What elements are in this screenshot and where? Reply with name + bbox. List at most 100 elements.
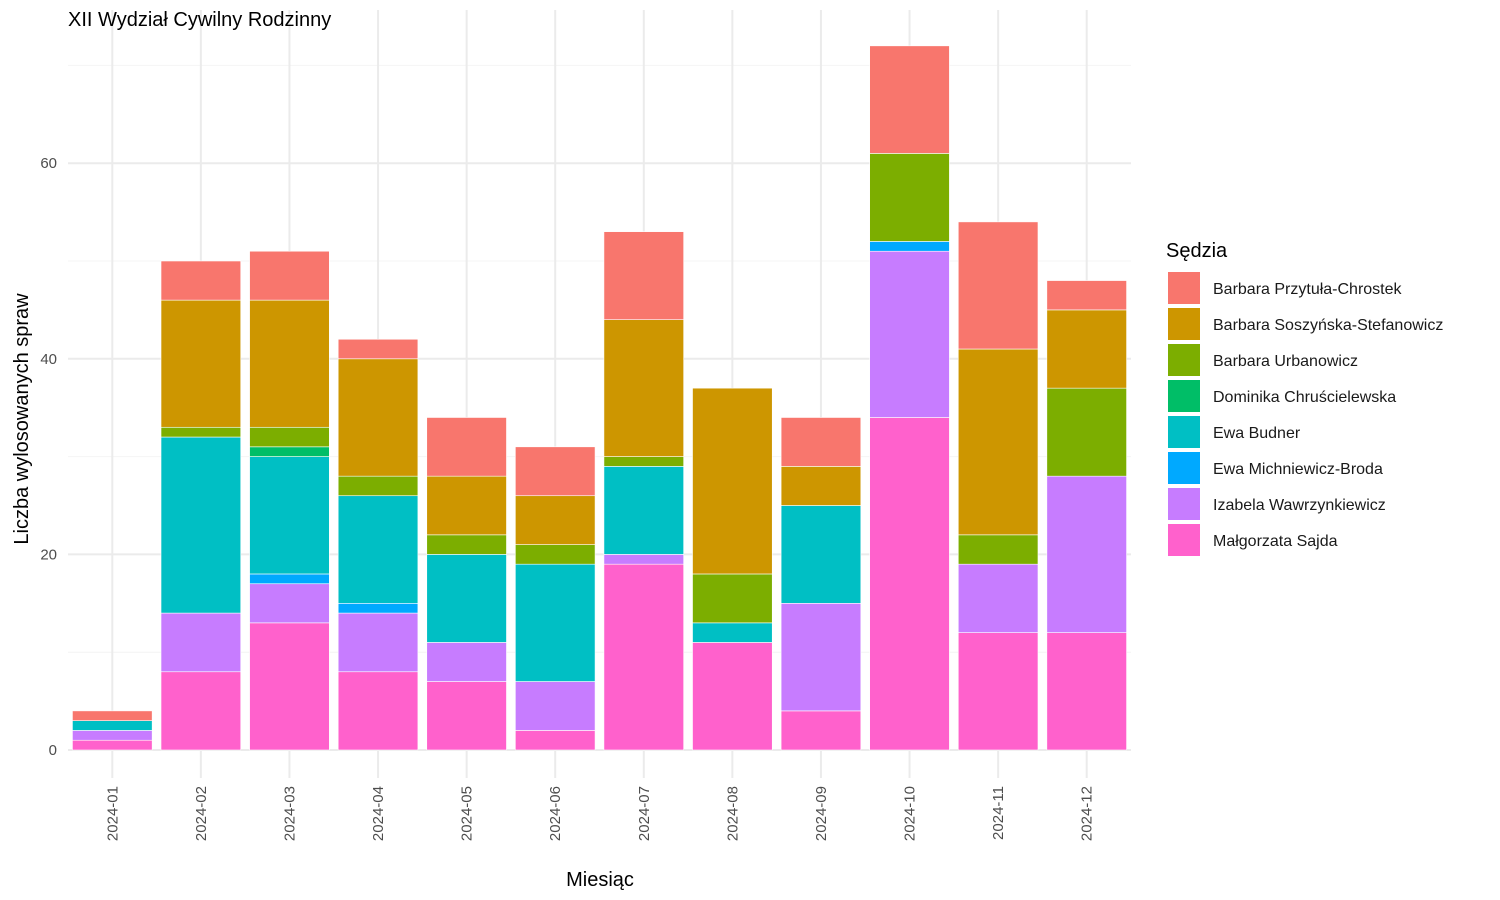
- y-tick-label: 60: [40, 155, 57, 172]
- bar-segment: [72, 720, 153, 731]
- bar-segment: [426, 554, 507, 643]
- bar-segment: [249, 426, 330, 448]
- bar-segment: [249, 622, 330, 751]
- bar-segment: [780, 602, 862, 712]
- legend-label: Barbara Soszyńska-Stefanowicz: [1213, 317, 1443, 334]
- bar-segment: [426, 475, 507, 536]
- bar-segment: [603, 554, 684, 565]
- y-tick-labels: 0 20 40 60: [40, 155, 57, 759]
- legend-swatch: [1168, 488, 1200, 520]
- bar-segment: [337, 612, 419, 673]
- bar-segment: [515, 681, 596, 731]
- legend-items: Barbara Przytuła-Chrostek Barbara Soszyńs…: [1168, 272, 1443, 556]
- bar-segment: [160, 426, 242, 438]
- bar-segment: [426, 681, 507, 751]
- bar-segment: [515, 544, 596, 565]
- bar-segment: [160, 612, 242, 673]
- bar-segment: [1046, 632, 1127, 751]
- legend-label: Ewa Michniewicz-Broda: [1213, 461, 1383, 478]
- bar-segment: [515, 446, 596, 497]
- x-tick-label: 2024-09: [813, 786, 830, 841]
- bar-segment: [957, 632, 1039, 751]
- bar-segment: [337, 475, 419, 497]
- bar-segment: [869, 45, 950, 154]
- bar-segment: [780, 505, 862, 604]
- x-tick-label: 2024-03: [281, 786, 298, 841]
- legend-title: Sędzia: [1166, 240, 1228, 262]
- bar-segment: [337, 671, 419, 751]
- bars: [72, 45, 1127, 751]
- bar-segment: [249, 250, 330, 301]
- x-tick-label: 2024-08: [724, 786, 741, 841]
- y-axis-title: Liczba wylosowanych spraw: [11, 293, 33, 545]
- bar-segment: [780, 710, 862, 751]
- bar-segment: [249, 446, 330, 457]
- bar-segment: [249, 573, 330, 585]
- bar-segment: [249, 299, 330, 428]
- bar-segment: [869, 153, 950, 242]
- bar-segment: [692, 573, 773, 624]
- chart-title: XII Wydział Cywilny Rodzinny: [68, 9, 331, 31]
- bar-segment: [957, 534, 1039, 565]
- bar-segment: [72, 730, 153, 741]
- bar-segment: [869, 417, 950, 751]
- x-tick-label: 2024-06: [547, 786, 564, 841]
- bar-segment: [957, 221, 1039, 350]
- legend-label: Barbara Przytuła-Chrostek: [1213, 281, 1403, 298]
- bar-segment: [603, 563, 684, 751]
- bar-segment: [1046, 280, 1127, 311]
- legend-swatch: [1168, 416, 1200, 448]
- bar-segment: [515, 495, 596, 545]
- legend-label: Małgorzata Sajda: [1213, 533, 1338, 550]
- bar-segment: [603, 456, 684, 467]
- bar-segment: [337, 495, 419, 604]
- legend-swatch: [1168, 380, 1200, 412]
- x-tick-label: 2024-10: [902, 786, 919, 841]
- bar-segment: [426, 642, 507, 682]
- bar-segment: [337, 602, 419, 614]
- bar-segment: [692, 387, 773, 575]
- bar-segment: [72, 739, 153, 751]
- legend-swatch: [1168, 272, 1200, 304]
- bar-segment: [249, 583, 330, 624]
- bar-segment: [780, 466, 862, 506]
- bar-segment: [692, 642, 773, 751]
- bar-segment: [515, 730, 596, 751]
- bar-segment: [160, 436, 242, 614]
- legend-swatch: [1168, 452, 1200, 484]
- x-tick-label: 2024-02: [193, 786, 210, 841]
- x-tick-label: 2024-04: [370, 786, 387, 841]
- legend-label: Dominika Chruścielewska: [1213, 389, 1396, 406]
- bar-segment: [692, 622, 773, 643]
- bar-segment: [869, 250, 950, 418]
- bar-segment: [603, 466, 684, 555]
- bar-segment: [160, 671, 242, 751]
- bar-segment: [1046, 309, 1127, 389]
- legend: Sędzia Barbara Przytuła-ChrostekBarbara …: [1166, 240, 1443, 556]
- bar-segment: [426, 417, 507, 477]
- x-tick-label: 2024-05: [459, 786, 476, 841]
- bar-segment: [426, 534, 507, 555]
- bar-segment: [957, 348, 1039, 536]
- y-tick-label: 0: [49, 742, 57, 759]
- y-tick-label: 20: [40, 546, 57, 563]
- x-tick-label: 2024-11: [990, 786, 1007, 840]
- bar-segment: [957, 563, 1039, 633]
- bar-segment: [72, 710, 153, 721]
- x-axis-title: Miesiąc: [566, 869, 634, 891]
- legend-swatch: [1168, 524, 1200, 556]
- legend-label: Izabela Wawrzynkiewicz: [1213, 497, 1386, 514]
- bar-segment: [160, 260, 242, 301]
- legend-swatch: [1168, 344, 1200, 376]
- bar-segment: [160, 299, 242, 428]
- x-tick-label: 2024-07: [636, 786, 653, 841]
- bar-segment: [869, 241, 950, 252]
- bar-segment: [603, 231, 684, 320]
- x-tick-label: 2024-01: [104, 786, 121, 841]
- x-tick-label: 2024-12: [1079, 786, 1096, 841]
- bar-segment: [1046, 387, 1127, 477]
- legend-swatch: [1168, 308, 1200, 340]
- bar-segment: [780, 417, 862, 467]
